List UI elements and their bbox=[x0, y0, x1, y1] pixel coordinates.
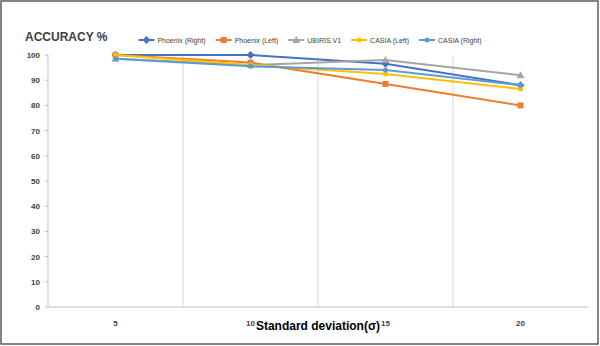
point bbox=[382, 56, 390, 63]
legend-label: Phoenix (Left) bbox=[235, 37, 279, 45]
y-tick-label: 90 bbox=[31, 76, 40, 85]
series-line bbox=[116, 55, 521, 105]
y-axis bbox=[48, 55, 49, 307]
y-tick-label: 100 bbox=[27, 51, 41, 60]
y-tick-label: 50 bbox=[31, 177, 40, 186]
x-axis-label: Standard deviation(σ) bbox=[256, 319, 380, 333]
legend-marker bbox=[425, 38, 430, 43]
legend-label: UBIRIS.V1 bbox=[307, 37, 341, 44]
legend: Phoenix (Right) Phoenix (Left) UBIRIS.V1 CA… bbox=[138, 36, 481, 45]
y-tick-label: 70 bbox=[31, 127, 40, 136]
legend-marker bbox=[292, 36, 300, 43]
legend-marker bbox=[142, 36, 150, 44]
point bbox=[113, 56, 118, 61]
grid-line bbox=[453, 55, 454, 307]
x-tick-label: 10 bbox=[246, 319, 255, 328]
legend-marker bbox=[357, 38, 362, 43]
y-tick-label: 60 bbox=[31, 152, 40, 161]
title: ACCURACY % bbox=[25, 30, 108, 44]
legend-item: UBIRIS.V1 bbox=[288, 36, 341, 44]
plot-area bbox=[112, 51, 525, 108]
x-tick-label: 5 bbox=[113, 319, 118, 328]
x-tick-label: 20 bbox=[516, 319, 525, 328]
legend-item: Phoenix (Left) bbox=[216, 37, 279, 45]
point bbox=[517, 71, 525, 78]
point bbox=[247, 51, 255, 59]
y-tick-label: 40 bbox=[31, 202, 40, 211]
legend-item: CASIA (Right) bbox=[419, 37, 482, 45]
y-tick-label: 80 bbox=[31, 101, 40, 110]
point bbox=[518, 102, 524, 108]
frame bbox=[1, 1, 598, 344]
point bbox=[383, 81, 389, 87]
legend-label: Phoenix (Right) bbox=[157, 37, 205, 45]
legend-label: CASIA (Right) bbox=[438, 37, 482, 45]
y-tick-label: 0 bbox=[36, 303, 41, 312]
series-line bbox=[116, 59, 521, 85]
legend-item: Phoenix (Right) bbox=[138, 36, 205, 45]
grid-line bbox=[318, 55, 319, 307]
point bbox=[518, 83, 523, 88]
chart: ACCURACY % 0 10 20 30 40 50 60 70 80 90 100 5 10 15 20 S… bbox=[0, 0, 600, 346]
series-line bbox=[116, 55, 521, 89]
point bbox=[248, 64, 253, 69]
y-tick-label: 20 bbox=[31, 253, 40, 262]
legend-marker bbox=[221, 37, 227, 43]
y-tick-label: 10 bbox=[31, 278, 40, 287]
legend-label: CASIA (Left) bbox=[370, 37, 409, 45]
point bbox=[383, 68, 388, 73]
y-tick-label: 30 bbox=[31, 227, 40, 236]
x-axis bbox=[48, 307, 588, 308]
legend-item: CASIA (Left) bbox=[351, 37, 409, 45]
x-tick-label: 15 bbox=[381, 319, 390, 328]
grid-line bbox=[183, 55, 184, 307]
